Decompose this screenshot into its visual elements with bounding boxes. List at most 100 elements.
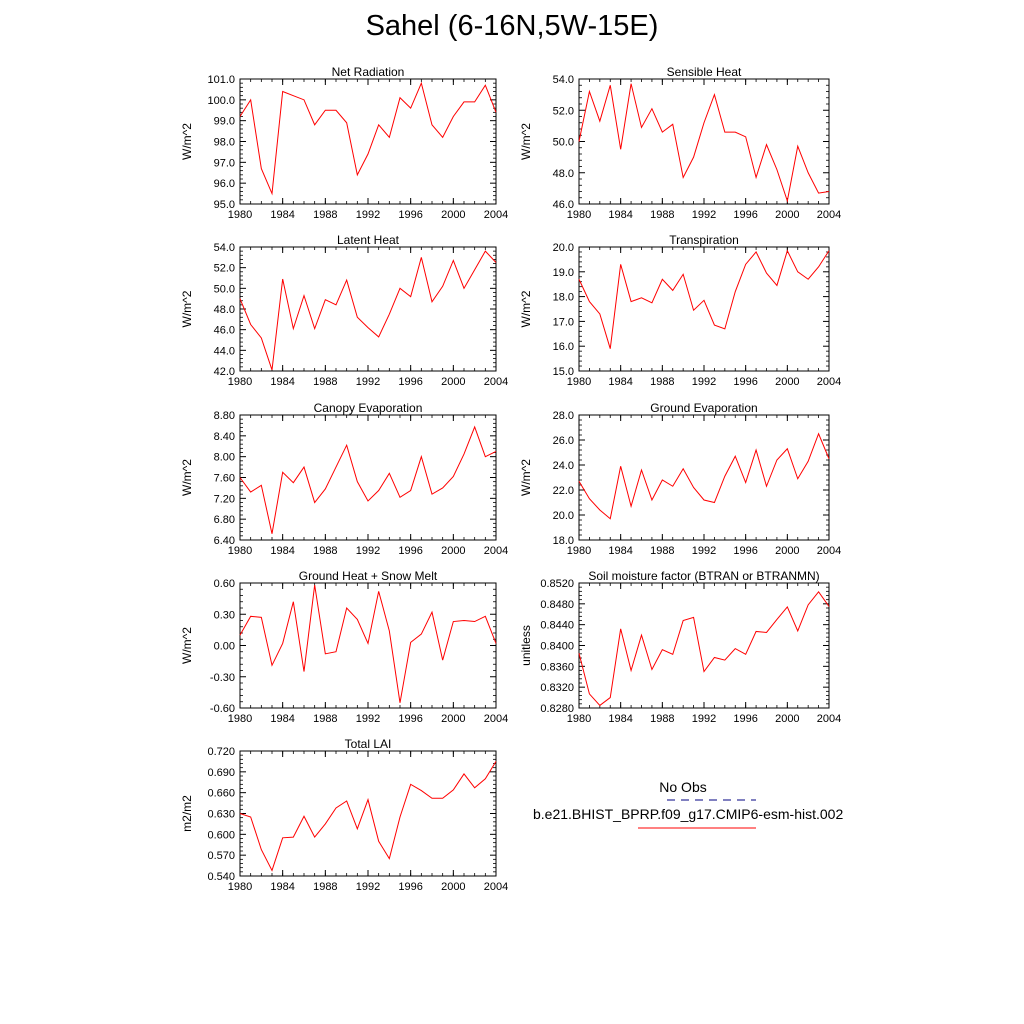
panel-7: 1980 1984 1988 1992 1996 2000 2004 -0.60 -0.30 0.… <box>180 569 508 725</box>
y-tick-label: 99.0 <box>214 116 235 128</box>
x-tick-label: 1984 <box>608 545 632 557</box>
x-tick-label: 2004 <box>817 209 841 221</box>
y-tick-label: 0.00 <box>214 641 235 653</box>
x-tick-label: 1996 <box>398 376 422 388</box>
x-tick-label: 1980 <box>228 376 252 388</box>
y-tick-label: 42.0 <box>214 366 235 378</box>
x-tick-label: 1984 <box>270 713 294 725</box>
x-tick-label: 1984 <box>270 209 294 221</box>
x-tick-label: 2004 <box>817 545 841 557</box>
y-tick-label: 7.60 <box>214 473 235 485</box>
y-tick-label: 52.0 <box>214 263 235 275</box>
y-tick-label: 19.0 <box>553 267 574 279</box>
y-tick-label: 6.80 <box>214 514 235 526</box>
y-tick-label: 20.0 <box>553 510 574 522</box>
y-axis-label: W/m^2 <box>180 123 194 160</box>
x-tick-label: 1996 <box>733 713 757 725</box>
y-tick-label: 44.0 <box>214 345 235 357</box>
x-tick-label: 1984 <box>608 209 632 221</box>
x-tick-label: 1988 <box>313 376 337 388</box>
y-axis-label: unitless <box>519 625 533 666</box>
y-tick-label: 8.80 <box>214 410 235 422</box>
y-axis-label: W/m^2 <box>180 627 194 664</box>
y-tick-label: 0.8400 <box>540 641 574 653</box>
panel-1: 1980 1984 1988 1992 1996 2000 2004 95.0 96.0 97.0… <box>180 65 508 221</box>
x-tick-label: 1992 <box>692 209 716 221</box>
y-axis-label: W/m^2 <box>519 459 533 496</box>
x-tick-label: 1980 <box>228 209 252 221</box>
plot-frame <box>578 78 830 205</box>
x-tick-label: 1984 <box>608 376 632 388</box>
y-tick-label: 46.0 <box>214 325 235 337</box>
y-tick-label: 100.0 <box>207 95 235 107</box>
y-tick-label: 98.0 <box>214 137 235 149</box>
x-tick-label: 2004 <box>484 209 508 221</box>
x-tick-label: 2004 <box>817 376 841 388</box>
panel-title: Net Radiation <box>332 65 405 79</box>
x-tick-label: 2000 <box>441 545 465 557</box>
x-tick-label: 2000 <box>441 881 465 893</box>
y-tick-label: 17.0 <box>553 316 574 328</box>
panel-title: Ground Heat + Snow Melt <box>299 569 438 583</box>
y-tick-label: 95.0 <box>214 199 235 211</box>
x-tick-label: 1992 <box>356 376 380 388</box>
x-tick-label: 1980 <box>567 209 591 221</box>
y-tick-label: 16.0 <box>553 341 574 353</box>
panel-4: 1980 1984 1988 1992 1996 2000 2004 15.0 16.0 17.0… <box>519 233 841 388</box>
x-tick-label: 1988 <box>313 209 337 221</box>
series-line <box>239 81 497 196</box>
y-tick-label: -0.60 <box>210 703 235 715</box>
x-tick-label: 1992 <box>692 713 716 725</box>
plot-frame <box>578 246 830 372</box>
x-tick-label: 1992 <box>356 713 380 725</box>
y-tick-label: 48.0 <box>214 304 235 316</box>
x-tick-label: 1980 <box>567 713 591 725</box>
plot-frame <box>239 750 497 877</box>
model-legend-label: b.e21.BHIST_BPRP.f09_g17.CMIP6-esm-hist.… <box>533 806 844 822</box>
x-tick-label: 1992 <box>692 545 716 557</box>
plot-frame <box>578 582 830 709</box>
x-tick-label: 1988 <box>650 209 674 221</box>
x-tick-label: 2000 <box>775 713 799 725</box>
plot-frame <box>239 246 497 372</box>
panel-title: Transpiration <box>669 233 739 247</box>
x-tick-label: 2000 <box>775 209 799 221</box>
y-tick-label: 0.30 <box>214 609 235 621</box>
y-tick-label: 6.40 <box>214 535 235 547</box>
x-tick-label: 1996 <box>398 713 422 725</box>
series-line <box>578 432 830 520</box>
x-tick-label: 1996 <box>733 545 757 557</box>
y-tick-label: 28.0 <box>553 410 574 422</box>
y-axis-label: W/m^2 <box>180 290 194 327</box>
series-line <box>578 591 830 707</box>
y-tick-label: 18.0 <box>553 292 574 304</box>
x-tick-label: 1996 <box>398 545 422 557</box>
x-tick-label: 2004 <box>484 545 508 557</box>
y-tick-label: 22.0 <box>553 485 574 497</box>
series-line <box>239 585 497 703</box>
y-tick-label: 46.0 <box>553 199 574 211</box>
x-tick-label: 1988 <box>650 376 674 388</box>
y-tick-label: 0.8320 <box>540 682 574 694</box>
panel-6: 1980 1984 1988 1992 1996 2000 2004 18.0 20.0 22.0… <box>519 401 841 557</box>
x-tick-label: 1992 <box>692 376 716 388</box>
panel-title: Sensible Heat <box>667 65 742 79</box>
x-tick-label: 1996 <box>733 376 757 388</box>
y-tick-label: 18.0 <box>553 535 574 547</box>
x-tick-label: 1988 <box>313 881 337 893</box>
y-axis-label: m2/m2 <box>180 795 194 832</box>
series-line <box>239 761 497 872</box>
plot-frame <box>578 414 830 541</box>
y-tick-label: 50.0 <box>214 283 235 295</box>
y-tick-label: 0.600 <box>207 829 235 841</box>
y-tick-label: 97.0 <box>214 157 235 169</box>
x-tick-label: 1996 <box>398 209 422 221</box>
x-tick-label: 2000 <box>441 713 465 725</box>
panel-title: Canopy Evaporation <box>314 401 423 415</box>
x-tick-label: 2000 <box>775 376 799 388</box>
y-tick-label: 7.20 <box>214 493 235 505</box>
y-tick-label: 48.0 <box>553 168 574 180</box>
y-tick-label: 24.0 <box>553 460 574 472</box>
panel-title: Latent Heat <box>337 233 400 247</box>
